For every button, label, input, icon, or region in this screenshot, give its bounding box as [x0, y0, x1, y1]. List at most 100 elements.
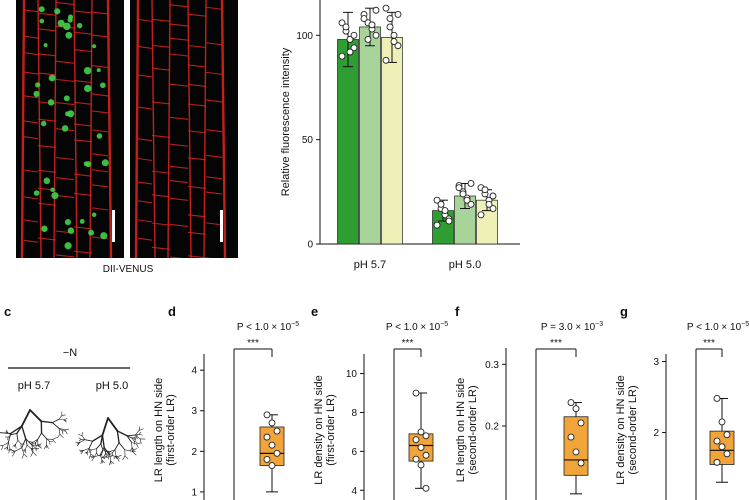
- ytick-label: 10: [346, 369, 358, 380]
- p-value-prefix: P < 1.0 × 10: [237, 322, 292, 333]
- cell-wall-cross: [91, 93, 109, 97]
- nucleus-dot: [100, 232, 108, 240]
- cell-wall-cross: [91, 184, 109, 188]
- nucleus-dot: [39, 18, 45, 24]
- root-branch: [8, 448, 11, 454]
- panel-d: d P < 1.0 × 10−5 *** 1 2 3 4 LR length on HN si…: [153, 304, 299, 500]
- cell-wall-cross: [169, 223, 189, 227]
- nucleus-dot: [50, 187, 55, 192]
- nucleus-dot: [41, 225, 48, 232]
- data-point: [718, 443, 726, 451]
- root-branch: [14, 447, 23, 452]
- cell-wall-cross: [73, 123, 93, 127]
- nucleus-dot: [96, 133, 103, 139]
- cell-wall-cross: [151, 18, 171, 22]
- nucleus-dot: [83, 66, 92, 75]
- cell-wall-cross: [205, 99, 223, 103]
- cell-wall-cross: [137, 219, 153, 223]
- cell-wall-cross: [169, 256, 184, 258]
- root-branch: [14, 444, 16, 447]
- root-branch: [32, 442, 37, 444]
- data-point: [577, 419, 585, 427]
- cell-wall-cross: [205, 71, 223, 75]
- sig-stars: ***: [402, 338, 414, 349]
- root-branch: [98, 454, 103, 457]
- root-system-ph50: [75, 417, 146, 466]
- cell-wall-cross: [187, 83, 207, 88]
- panel-c-treatment: −N: [63, 347, 77, 359]
- sig-stars: ***: [247, 338, 259, 349]
- y-axis-label: LR length on HN side(second-order LR): [455, 378, 479, 483]
- cell-wall-cross: [37, 118, 57, 122]
- data-point: [572, 448, 580, 456]
- root-branch: [64, 429, 68, 435]
- root-branch: [29, 409, 43, 423]
- data-point: [433, 196, 441, 204]
- root-branch: [105, 450, 110, 453]
- root-branch: [34, 442, 37, 445]
- root-branch: [138, 426, 141, 431]
- root-branch: [16, 433, 19, 441]
- root-branch: [24, 449, 27, 454]
- cell-wall-cross: [137, 157, 153, 162]
- root-branch: [31, 444, 36, 449]
- bar: [359, 26, 381, 245]
- data-point: [713, 437, 721, 445]
- root-branch: [131, 441, 137, 445]
- sig-stars: ***: [550, 338, 562, 349]
- y-axis-label-line1: LR density on HN side: [313, 375, 325, 484]
- root-branch: [12, 450, 16, 457]
- root-branch: [115, 455, 120, 459]
- cell-wall-cross: [151, 44, 171, 48]
- root-branch: [114, 442, 120, 451]
- nucleus-dot: [48, 74, 56, 82]
- root-branch: [134, 438, 136, 440]
- ytick-label: 4: [351, 486, 357, 497]
- data-point: [350, 31, 358, 39]
- root-branch: [112, 449, 116, 454]
- nucleus-dot: [76, 22, 83, 29]
- data-point: [433, 221, 441, 229]
- data-point: [485, 200, 493, 208]
- ytick-label: 4: [191, 366, 197, 377]
- root-branch: [131, 437, 135, 442]
- cell-wall-cross: [187, 185, 207, 190]
- data-point: [467, 180, 475, 187]
- bar-category-label: pH 5.0: [449, 259, 481, 271]
- nucleus-dot: [64, 242, 72, 250]
- cell-wall-cross: [169, 180, 189, 184]
- data-point: [382, 56, 390, 64]
- root-branch: [61, 414, 66, 416]
- root-branch: [21, 453, 25, 459]
- cell-wall-cross: [205, 191, 223, 195]
- root-branch: [107, 451, 110, 456]
- cell-wall-cross: [187, 103, 207, 107]
- data-point: [422, 451, 430, 459]
- root-branch: [99, 454, 103, 461]
- data-point: [412, 455, 420, 463]
- p-value-prefix: P < 1.0 × 10: [687, 322, 742, 333]
- bar-ytick-label: 50: [302, 135, 314, 146]
- data-point: [346, 48, 354, 56]
- data-point: [417, 428, 425, 436]
- root-branch: [51, 418, 60, 424]
- nucleus-dot: [92, 44, 97, 49]
- root-branch: [37, 432, 43, 440]
- cell-wall-cross: [23, 219, 39, 223]
- root-branch: [101, 449, 104, 455]
- cell-wall-cross: [151, 170, 171, 174]
- cell-wall-cross: [151, 101, 171, 105]
- p-value-label: P < 1.0 × 10−5: [687, 321, 749, 333]
- cell-wall-cross: [151, 67, 171, 71]
- p-value-prefix: P < 1.0 × 10: [386, 322, 441, 333]
- cell-wall-cross: [23, 196, 39, 200]
- y-axis-label: LR length on HN side(first-order LR): [153, 378, 177, 483]
- root-branch: [99, 446, 105, 456]
- sig-stars: ***: [703, 338, 715, 349]
- root-branch: [24, 444, 28, 450]
- root-branch: [15, 440, 19, 445]
- cell-wall-cross: [205, 129, 223, 133]
- root-branch: [136, 442, 141, 445]
- cell-wall-line: [167, 0, 171, 258]
- root-branch: [7, 433, 12, 443]
